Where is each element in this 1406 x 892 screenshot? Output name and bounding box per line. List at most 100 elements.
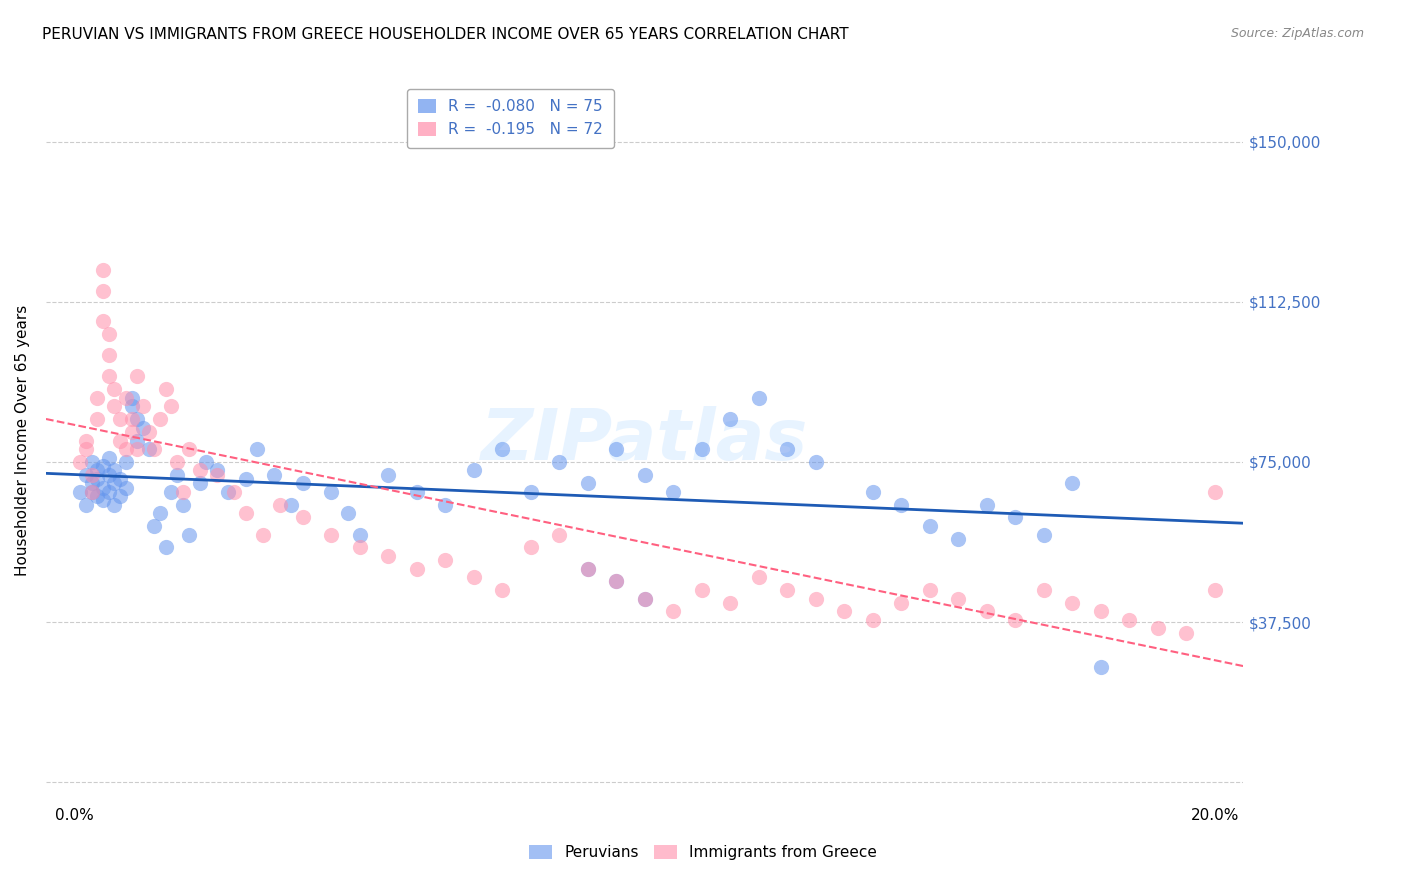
Point [862, 613, 884, 627]
Point [463, 463, 485, 477]
Point [127, 412, 149, 426]
Point [97, 326, 120, 341]
Text: ZIPatlas: ZIPatlas [481, 406, 808, 475]
Point [97, 450, 120, 465]
Point [1090, 604, 1112, 618]
Point [97, 467, 120, 482]
Point [103, 498, 125, 512]
Point [405, 484, 427, 499]
Point [519, 484, 541, 499]
Point [177, 527, 200, 541]
Point [349, 541, 371, 555]
Point [75, 498, 97, 512]
Point [127, 442, 149, 456]
Point [91, 314, 114, 328]
Point [138, 425, 160, 439]
Point [114, 481, 136, 495]
Point [149, 506, 172, 520]
Point [491, 442, 513, 456]
Point [832, 604, 855, 618]
Point [890, 498, 912, 512]
Point [166, 467, 188, 482]
Point [349, 527, 371, 541]
Point [114, 391, 136, 405]
Point [890, 596, 912, 610]
Point [194, 455, 217, 469]
Point [97, 348, 120, 362]
Point [662, 604, 685, 618]
Point [1004, 613, 1026, 627]
Point [1090, 660, 1112, 674]
Point [80, 455, 103, 469]
Point [172, 484, 194, 499]
Point [576, 476, 599, 491]
Point [121, 391, 143, 405]
Point [121, 400, 143, 414]
Point [377, 549, 399, 563]
Point [1118, 613, 1140, 627]
Point [97, 369, 120, 384]
Point [86, 463, 108, 477]
Point [91, 262, 114, 277]
Point [280, 498, 302, 512]
Point [605, 574, 627, 589]
Point [1062, 476, 1084, 491]
Point [252, 527, 274, 541]
Point [132, 421, 155, 435]
Point [160, 484, 183, 499]
Point [205, 467, 228, 482]
Point [103, 463, 125, 477]
Point [269, 498, 291, 512]
Point [103, 476, 125, 491]
Point [576, 562, 599, 576]
Point [605, 574, 627, 589]
Point [776, 442, 799, 456]
Point [188, 476, 211, 491]
Point [804, 455, 827, 469]
Point [748, 570, 770, 584]
Point [224, 484, 246, 499]
Point [246, 442, 269, 456]
Point [405, 562, 427, 576]
Point [918, 519, 941, 533]
Text: PERUVIAN VS IMMIGRANTS FROM GREECE HOUSEHOLDER INCOME OVER 65 YEARS CORRELATION : PERUVIAN VS IMMIGRANTS FROM GREECE HOUSE… [42, 27, 849, 42]
Point [75, 442, 97, 456]
Point [69, 484, 91, 499]
Point [132, 400, 155, 414]
Point [108, 472, 131, 486]
Point [319, 527, 342, 541]
Point [155, 541, 177, 555]
Point [1175, 625, 1198, 640]
Point [143, 519, 166, 533]
Point [127, 434, 149, 448]
Point [188, 463, 211, 477]
Point [748, 391, 770, 405]
Point [97, 484, 120, 499]
Point [491, 582, 513, 597]
Point [576, 562, 599, 576]
Point [548, 455, 571, 469]
Point [75, 434, 97, 448]
Point [948, 591, 970, 606]
Point [690, 442, 713, 456]
Point [776, 582, 799, 597]
Point [1062, 596, 1084, 610]
Point [519, 541, 541, 555]
Point [127, 369, 149, 384]
Point [1204, 484, 1226, 499]
Point [177, 442, 200, 456]
Point [69, 455, 91, 469]
Point [662, 484, 685, 499]
Point [605, 442, 627, 456]
Point [149, 412, 172, 426]
Point [291, 510, 314, 524]
Point [108, 434, 131, 448]
Point [91, 481, 114, 495]
Point [1004, 510, 1026, 524]
Point [976, 498, 998, 512]
Point [103, 382, 125, 396]
Point [108, 412, 131, 426]
Point [217, 484, 239, 499]
Point [205, 463, 228, 477]
Point [75, 467, 97, 482]
